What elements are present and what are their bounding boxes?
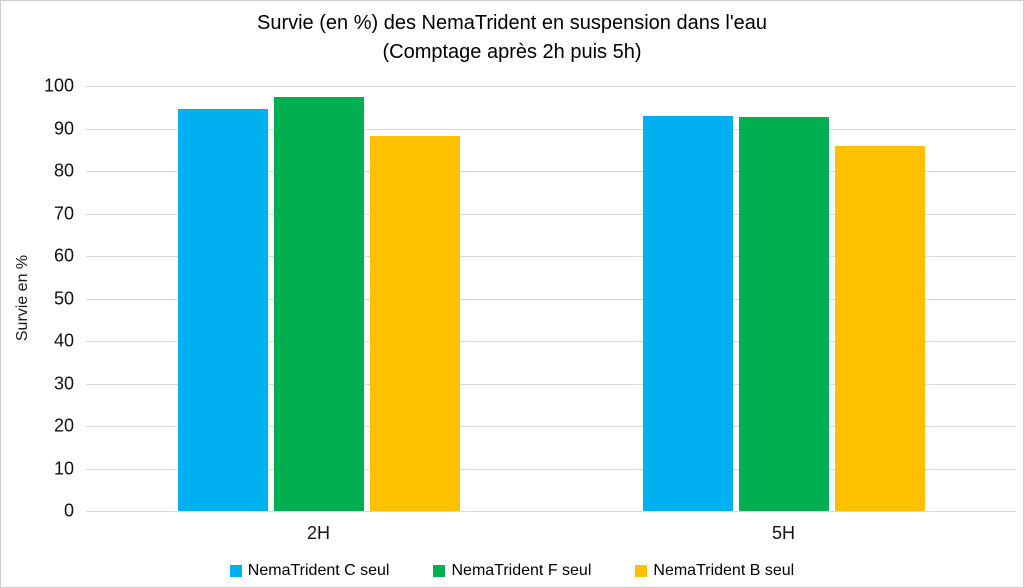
y-tick-label: 80 bbox=[53, 160, 74, 181]
gridline bbox=[86, 298, 1016, 300]
y-tick-label: 30 bbox=[53, 373, 74, 393]
gridline bbox=[86, 256, 1016, 257]
gridline bbox=[86, 341, 1016, 342]
x-category-label: 2H bbox=[306, 523, 331, 543]
y-axis-tick-labels: 0 10 20 30 40 50 60 70 80 90 100 bbox=[1, 76, 74, 521]
gridline bbox=[86, 213, 1016, 215]
y-tick-label: 50 bbox=[53, 288, 74, 308]
legend-swatch-icon bbox=[635, 565, 648, 577]
y-tick-label: 20 bbox=[53, 415, 74, 436]
y-tick-label: 60 bbox=[53, 245, 74, 266]
gridline bbox=[86, 86, 1016, 87]
y-tick-label: 0 bbox=[63, 500, 74, 521]
bar-5h-series-1 bbox=[642, 115, 733, 511]
bar-5h-series-2 bbox=[738, 117, 829, 511]
y-tick-label: 90 bbox=[53, 118, 74, 138]
y-tick-label: 70 bbox=[53, 203, 74, 223]
legend-label: NemaTrident C seul bbox=[247, 562, 390, 579]
legend-item: NemaTrident B seul bbox=[635, 562, 794, 580]
legend-item: NemaTrident C seul bbox=[229, 562, 390, 580]
bar-5h-series-3 bbox=[834, 145, 925, 511]
chart-subtitle: (Comptage après 2h puis 5h) bbox=[382, 41, 642, 63]
chart-title-block: Survie (en %) des NemaTrident en suspens… bbox=[1, 9, 1023, 67]
legend: NemaTrident C seul NemaTrident F seul Nema… bbox=[1, 562, 1023, 580]
x-category-label: 5H bbox=[771, 523, 796, 543]
gridline bbox=[86, 128, 1016, 130]
legend-item: NemaTrident F seul bbox=[433, 562, 591, 580]
legend-label: NemaTrident B seul bbox=[653, 562, 795, 579]
y-tick-label: 40 bbox=[53, 330, 74, 351]
legend-swatch-icon bbox=[229, 565, 242, 577]
gridline bbox=[86, 426, 1016, 427]
gridline bbox=[86, 383, 1016, 385]
bar-2h-series-1 bbox=[177, 109, 268, 511]
legend-swatch-icon bbox=[433, 565, 446, 577]
plot-area bbox=[86, 86, 1016, 512]
gridline bbox=[86, 171, 1016, 172]
bar-2h-series-2 bbox=[273, 96, 364, 511]
gridline bbox=[86, 511, 1016, 512]
x-axis-category-labels: 2H 5H bbox=[86, 523, 1016, 547]
y-tick-label: 10 bbox=[53, 458, 74, 478]
bar-2h-series-3 bbox=[369, 135, 460, 511]
y-tick-label: 100 bbox=[43, 75, 74, 96]
legend-label: NemaTrident F seul bbox=[451, 562, 592, 579]
gridline bbox=[86, 468, 1016, 470]
chart-title: Survie (en %) des NemaTrident en suspens… bbox=[256, 12, 768, 34]
